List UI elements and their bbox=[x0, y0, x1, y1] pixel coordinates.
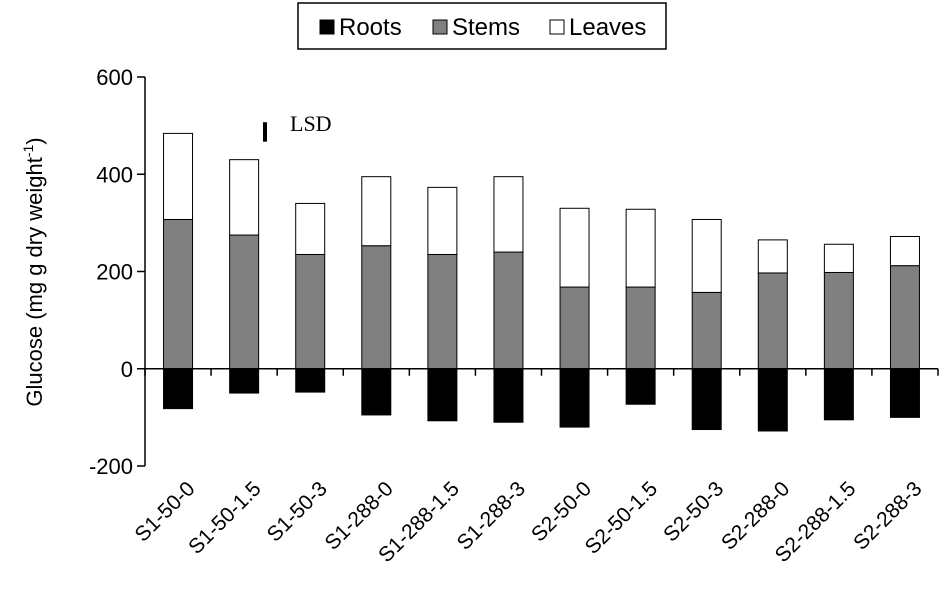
y-tick-label-2: 200 bbox=[96, 260, 133, 285]
bar-stems-7 bbox=[625, 286, 656, 370]
x-tick-label-0: S1-50-0 bbox=[130, 477, 199, 546]
bar-roots-11 bbox=[889, 368, 920, 418]
lsd-annotation: LSD bbox=[263, 111, 332, 142]
legend-swatch-stems bbox=[432, 19, 448, 35]
legend-label-stems: Stems bbox=[452, 14, 520, 41]
x-labels: S1-50-0S1-50-1.5S1-50-3S1-288-0S1-288-1.… bbox=[130, 477, 926, 567]
bar-stems-9 bbox=[757, 272, 788, 370]
bar-stems-0 bbox=[163, 218, 194, 370]
bar-leaves-4 bbox=[427, 186, 458, 255]
y-tick-label-4: 600 bbox=[96, 65, 133, 90]
legend-swatch-roots bbox=[319, 19, 335, 35]
lsd-label: LSD bbox=[290, 111, 332, 136]
bar-leaves-10 bbox=[823, 243, 854, 273]
y-axis-title: Glucose (mg g dry weight-1) bbox=[20, 137, 47, 406]
y-tick-label-1: 0 bbox=[121, 357, 133, 382]
bar-stems-4 bbox=[427, 253, 458, 370]
legend-label-leaves: Leaves bbox=[569, 14, 646, 41]
bar-roots-9 bbox=[757, 368, 788, 432]
bar-roots-10 bbox=[823, 368, 854, 421]
x-tick-label-7: S2-50-1.5 bbox=[581, 477, 662, 558]
bar-leaves-3 bbox=[361, 176, 392, 247]
bar-roots-7 bbox=[625, 368, 656, 405]
y-ticks: -200 0 200 400 600 bbox=[89, 65, 145, 479]
legend-swatch-leaves bbox=[549, 19, 565, 35]
bar-stems-5 bbox=[493, 251, 524, 370]
x-tick-label-11: S2-288-3 bbox=[849, 477, 926, 554]
bar-roots-8 bbox=[691, 368, 722, 431]
bar-roots-4 bbox=[427, 368, 458, 422]
bar-roots-6 bbox=[559, 368, 590, 428]
legend-box bbox=[297, 2, 667, 50]
bar-roots-1 bbox=[229, 368, 260, 394]
bar-roots-3 bbox=[361, 368, 392, 416]
x-tick-label-6: S2-50-0 bbox=[527, 477, 596, 546]
bar-leaves-11 bbox=[889, 235, 920, 267]
x-tick-label-5: S1-288-3 bbox=[453, 477, 530, 554]
legend: Roots Stems Leaves bbox=[297, 2, 667, 50]
bar-roots-5 bbox=[493, 368, 524, 423]
bar-stems-1 bbox=[229, 234, 260, 370]
bar-stems-2 bbox=[295, 253, 326, 370]
bar-leaves-2 bbox=[295, 202, 326, 255]
bar-leaves-8 bbox=[691, 218, 722, 293]
bar-roots-0 bbox=[163, 368, 194, 410]
bar-leaves-9 bbox=[757, 239, 788, 274]
bars bbox=[163, 132, 920, 432]
x-tick-label-1: S1-50-1.5 bbox=[184, 477, 265, 558]
bar-leaves-5 bbox=[493, 176, 524, 253]
bar-roots-2 bbox=[295, 368, 326, 393]
bar-stems-8 bbox=[691, 291, 722, 370]
y-axis-title-main: Glucose (mg g dry weight bbox=[22, 157, 47, 406]
bar-leaves-6 bbox=[559, 207, 590, 288]
legend-label-roots: Roots bbox=[339, 14, 402, 41]
bar-stems-11 bbox=[889, 265, 920, 370]
y-tick-label-3: 400 bbox=[96, 162, 133, 187]
x-tick-label-2: S1-50-3 bbox=[263, 477, 332, 546]
bar-leaves-1 bbox=[229, 159, 260, 236]
bar-stems-3 bbox=[361, 245, 392, 370]
y-axis-title-suffix: ) bbox=[22, 137, 47, 144]
x-tick-label-8: S2-50-3 bbox=[659, 477, 728, 546]
bar-leaves-0 bbox=[163, 132, 194, 220]
bar-leaves-7 bbox=[625, 208, 656, 288]
y-tick-label-0: -200 bbox=[89, 454, 133, 479]
bar-stems-10 bbox=[823, 271, 854, 370]
y-axis-title-superscript: -1 bbox=[20, 145, 36, 158]
bar-stems-6 bbox=[559, 286, 590, 370]
